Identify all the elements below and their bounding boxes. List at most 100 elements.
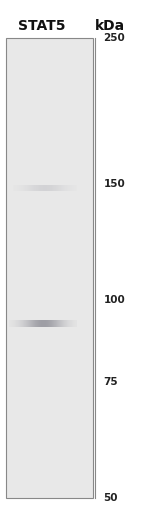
Bar: [54, 320, 55, 328]
Bar: [36, 185, 37, 191]
Bar: [41, 185, 42, 191]
Bar: [46, 320, 47, 328]
Bar: [56, 185, 57, 191]
Text: STAT5: STAT5: [18, 19, 66, 33]
Bar: [47, 320, 48, 328]
Bar: [19, 185, 20, 191]
Bar: [70, 185, 71, 191]
Bar: [69, 185, 70, 191]
Bar: [27, 185, 28, 191]
Bar: [40, 185, 41, 191]
Text: 150: 150: [103, 179, 125, 189]
Bar: [20, 320, 21, 328]
Bar: [50, 185, 51, 191]
Bar: [52, 320, 53, 328]
Bar: [35, 320, 36, 328]
Bar: [24, 185, 25, 191]
Bar: [33, 185, 34, 191]
Bar: [20, 185, 21, 191]
Bar: [65, 320, 66, 328]
Bar: [22, 320, 23, 328]
Bar: [29, 185, 30, 191]
Bar: [37, 320, 38, 328]
Bar: [94, 38, 150, 498]
Bar: [66, 320, 67, 328]
Bar: [55, 185, 56, 191]
Bar: [59, 185, 60, 191]
Bar: [58, 320, 59, 328]
Bar: [38, 320, 39, 328]
Bar: [57, 185, 58, 191]
Bar: [34, 320, 35, 328]
Bar: [29, 320, 30, 328]
Bar: [12, 320, 13, 328]
Bar: [50, 320, 51, 328]
Bar: [43, 185, 44, 191]
Bar: [42, 320, 43, 328]
Bar: [51, 185, 52, 191]
Bar: [40, 320, 41, 328]
Bar: [65, 185, 66, 191]
Bar: [26, 320, 27, 328]
Bar: [21, 320, 22, 328]
Bar: [24, 320, 25, 328]
Bar: [18, 320, 19, 328]
Bar: [71, 320, 72, 328]
Bar: [68, 185, 69, 191]
Bar: [16, 185, 17, 191]
Bar: [54, 185, 55, 191]
Bar: [74, 185, 75, 191]
Bar: [59, 320, 60, 328]
Bar: [23, 185, 24, 191]
Bar: [11, 320, 12, 328]
Bar: [42, 185, 43, 191]
Bar: [58, 185, 59, 191]
Bar: [71, 185, 72, 191]
Bar: [64, 320, 65, 328]
Bar: [14, 320, 15, 328]
Bar: [45, 185, 46, 191]
Bar: [66, 185, 67, 191]
Bar: [46, 185, 47, 191]
Bar: [60, 185, 61, 191]
Bar: [45, 320, 46, 328]
Bar: [35, 185, 36, 191]
Bar: [76, 320, 77, 328]
Bar: [51, 320, 52, 328]
Bar: [33, 320, 34, 328]
Bar: [75, 320, 76, 328]
Bar: [73, 185, 74, 191]
Text: 50: 50: [103, 493, 118, 503]
Bar: [26, 185, 27, 191]
Bar: [30, 185, 31, 191]
Bar: [72, 185, 73, 191]
Bar: [69, 320, 70, 328]
Bar: [74, 320, 75, 328]
Bar: [76, 185, 77, 191]
Bar: [13, 320, 14, 328]
Bar: [67, 185, 68, 191]
Text: 75: 75: [103, 377, 118, 387]
Bar: [48, 185, 49, 191]
Bar: [75, 185, 76, 191]
Bar: [34, 185, 35, 191]
Bar: [17, 320, 18, 328]
Bar: [31, 320, 32, 328]
Bar: [64, 185, 65, 191]
Bar: [73, 320, 74, 328]
Bar: [15, 320, 16, 328]
Bar: [28, 185, 29, 191]
Bar: [49, 320, 50, 328]
Bar: [15, 185, 16, 191]
Bar: [27, 320, 28, 328]
Bar: [61, 320, 62, 328]
Bar: [67, 320, 68, 328]
Bar: [44, 320, 45, 328]
Text: 100: 100: [103, 295, 125, 305]
Bar: [53, 320, 54, 328]
Bar: [53, 185, 54, 191]
Bar: [49, 185, 50, 191]
Bar: [28, 320, 29, 328]
Bar: [9, 320, 10, 328]
Bar: [47, 185, 48, 191]
